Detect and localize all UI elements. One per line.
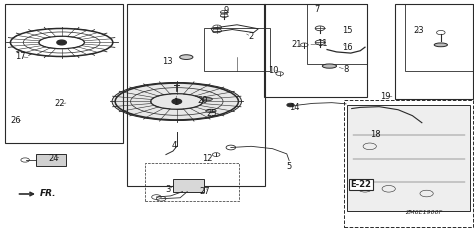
Text: 15: 15 (342, 26, 352, 35)
Text: 8: 8 (343, 65, 349, 74)
Ellipse shape (206, 109, 216, 113)
Text: 11: 11 (317, 39, 327, 48)
Bar (307, 4, 367, 64)
Ellipse shape (112, 82, 241, 121)
Ellipse shape (202, 97, 212, 101)
Text: 17: 17 (15, 52, 26, 61)
Circle shape (172, 99, 182, 104)
Circle shape (287, 103, 294, 107)
Text: 10: 10 (268, 66, 278, 75)
Bar (127, 4, 265, 186)
Text: 3: 3 (165, 185, 171, 194)
Bar (395, 4, 473, 99)
Text: 14: 14 (289, 103, 299, 112)
Text: 5: 5 (286, 162, 292, 171)
Text: 2: 2 (248, 32, 254, 41)
Bar (36, 154, 66, 166)
Text: E-22: E-22 (351, 180, 372, 189)
Text: 1: 1 (173, 98, 178, 107)
Ellipse shape (322, 64, 337, 68)
Text: 19: 19 (380, 92, 390, 101)
Text: 12: 12 (202, 154, 212, 163)
Text: 26: 26 (10, 116, 21, 125)
Text: 21: 21 (292, 40, 302, 49)
Text: 4: 4 (172, 141, 177, 150)
Text: ZM6E1900F: ZM6E1900F (405, 210, 442, 215)
Text: 20: 20 (198, 96, 208, 105)
Bar (5, 4, 123, 143)
Bar (264, 4, 367, 97)
Text: 22: 22 (55, 99, 65, 108)
Text: 25: 25 (207, 109, 217, 118)
Text: 18: 18 (370, 130, 380, 139)
Text: 13: 13 (162, 57, 173, 66)
Ellipse shape (180, 55, 193, 59)
Text: 7: 7 (314, 5, 319, 14)
Text: 16: 16 (342, 43, 352, 52)
Circle shape (57, 40, 66, 45)
Text: FR.: FR. (40, 190, 57, 198)
Bar (405, 4, 473, 71)
FancyBboxPatch shape (347, 105, 470, 211)
Text: 24: 24 (49, 154, 59, 163)
Bar (204, 28, 270, 71)
Bar (344, 100, 473, 227)
Text: 9: 9 (223, 6, 229, 15)
Text: 27: 27 (200, 187, 210, 196)
Ellipse shape (434, 43, 447, 47)
Bar (145, 163, 239, 201)
Bar (173, 179, 204, 192)
Text: 23: 23 (413, 26, 424, 35)
